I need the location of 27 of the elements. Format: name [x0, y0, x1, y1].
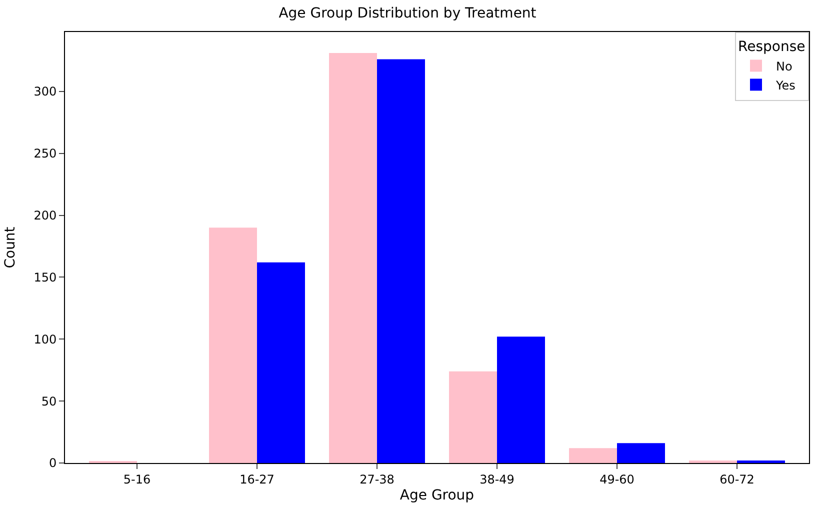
legend-label: Yes: [775, 78, 796, 92]
y-tick-label: 300: [34, 84, 57, 99]
x-tick-label: 5-16: [123, 472, 151, 486]
y-tick-label: 50: [41, 394, 57, 408]
y-tick-label: 0: [48, 456, 57, 470]
y-axis-title: Count: [2, 226, 18, 268]
y-tick-label: 200: [34, 208, 57, 222]
chart-title: Age Group Distribution by Treatment: [278, 5, 537, 22]
bar: [329, 53, 377, 463]
x-tick-label: 27-38: [360, 472, 394, 486]
bar: [569, 448, 617, 463]
x-axis-title: Age Group: [400, 488, 474, 504]
y-tick-label: 150: [34, 270, 57, 284]
bar: [257, 262, 305, 463]
x-tick-label: 16-27: [240, 472, 274, 486]
y-tick-label: 100: [34, 332, 57, 346]
legend-title: Response: [738, 39, 806, 56]
legend-label: No: [776, 59, 792, 74]
y-tick-label: 250: [34, 146, 57, 161]
bar: [209, 228, 257, 463]
bar: [617, 443, 665, 463]
bar: [449, 371, 497, 463]
bar: [377, 59, 425, 463]
x-tick-label: 38-49: [480, 472, 514, 486]
x-tick-label: 49-60: [600, 472, 634, 486]
x-tick-label: 60-72: [720, 472, 754, 486]
bar: [497, 336, 545, 463]
